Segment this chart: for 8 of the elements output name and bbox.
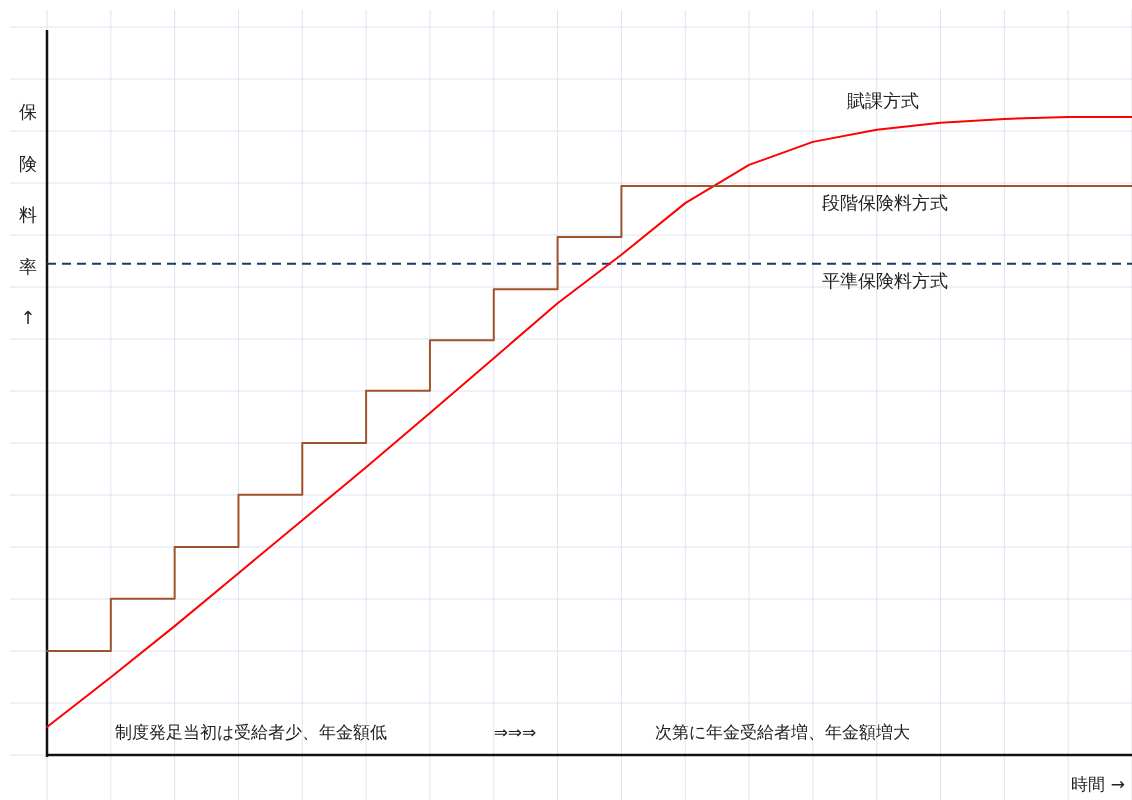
series-label: 賦課方式	[847, 90, 919, 111]
annotation: 次第に年金受給者増、年金額増大	[655, 722, 910, 742]
annotation: ⇒⇒⇒	[493, 722, 537, 742]
annotation: 制度発足当初は受給者少、年金額低	[115, 722, 387, 742]
ref-line-label: 平準保険料方式	[822, 269, 948, 291]
text: 保険料率↑	[19, 101, 37, 328]
series-label: 段階保険料方式	[822, 192, 948, 213]
x-axis-title: 時間 →	[1071, 774, 1125, 794]
